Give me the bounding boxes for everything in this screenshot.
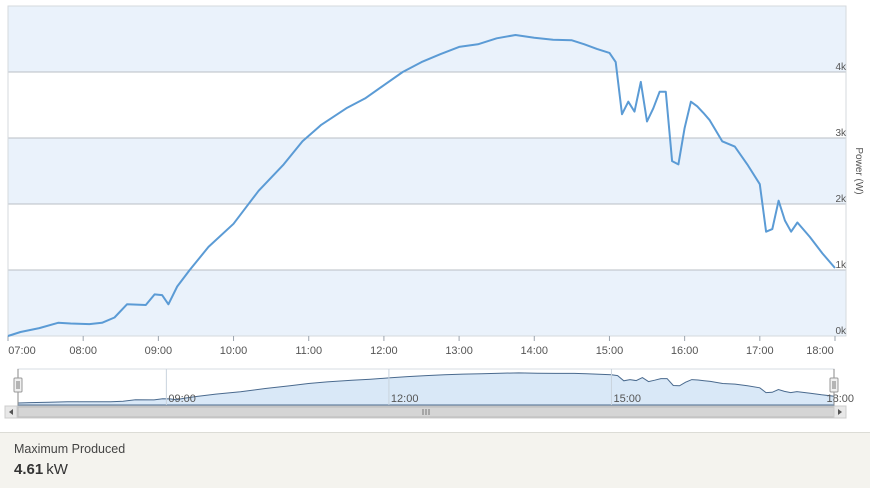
x-tick-label: 16:00 (671, 345, 699, 357)
arrow-right-icon (838, 409, 842, 415)
y-tick-label: 4k (835, 62, 847, 73)
series-line-power (7, 34, 836, 337)
y-axis-label: Power (W) (853, 147, 864, 194)
plot-band (8, 72, 846, 138)
x-tick-label: 12:00 (370, 345, 398, 357)
x-tick-label: 07:00 (8, 345, 36, 357)
navigator-x-ticks: 09:00 12:00 15:00 18:00 (165, 369, 854, 405)
navigator-right-handle[interactable] (829, 369, 839, 405)
scroll-right-button[interactable] (833, 405, 847, 419)
y-tick-label: 3k (835, 128, 847, 139)
x-tick-label: 13:00 (445, 345, 473, 357)
summary-number: 4.61 (14, 461, 44, 478)
plot-border (7, 5, 847, 337)
navigator-tick-label: 09:00 (168, 393, 196, 405)
arrow-left-icon (9, 409, 13, 415)
x-tick-label: 17:00 (746, 345, 774, 357)
chart-canvas: 07:00 08:00 09:00 10:00 11:00 12:00 13:00 14:00… (4, 5, 864, 419)
x-tick-label: 08:00 (69, 345, 97, 357)
navigator-tick-label: 12:00 (391, 393, 419, 405)
y-tick-label: 0k (835, 326, 847, 337)
y-axis-ticks: 0k 1k 2k 3k 4k (835, 62, 847, 337)
scroll-left-button[interactable] (4, 405, 18, 419)
summary-value: 4.61 kW (14, 461, 68, 478)
navigator-tick-label: 18:00 (826, 393, 854, 405)
navigator-series (17, 372, 835, 406)
x-tick-label: 11:00 (295, 345, 322, 357)
scrollbar-grip-icon (422, 409, 430, 415)
navigator[interactable]: 09:00 12:00 15:00 18:00 (13, 368, 854, 406)
navigator-tick-label: 15:00 (613, 393, 641, 405)
plot-band (8, 138, 846, 204)
x-axis-ticks: 07:00 08:00 09:00 10:00 11:00 12:00 13:00 14:00… (7, 336, 836, 357)
plot-band (8, 204, 846, 270)
gridlines (8, 71, 846, 271)
y-tick-label: 1k (835, 260, 847, 271)
y-tick-label: 2k (835, 194, 847, 205)
alternating-bands (8, 6, 846, 336)
plot-band (8, 6, 846, 72)
summary-label: Maximum Produced (14, 442, 126, 456)
chart-area: 07:00 08:00 09:00 10:00 11:00 12:00 13:00 14:00… (4, 5, 864, 419)
x-tick-label: 10:00 (220, 345, 248, 357)
summary-unit: kW (46, 461, 68, 478)
navigator-left-handle[interactable] (13, 369, 23, 405)
summary-panel: Maximum Produced 4.61 kW (0, 432, 870, 488)
plot-band (8, 270, 846, 336)
scrollbar[interactable] (4, 405, 847, 419)
x-tick-label: 18:00 (806, 345, 834, 357)
x-tick-label: 14:00 (521, 345, 549, 357)
x-tick-label: 09:00 (145, 345, 173, 357)
x-tick-label: 15:00 (596, 345, 624, 357)
